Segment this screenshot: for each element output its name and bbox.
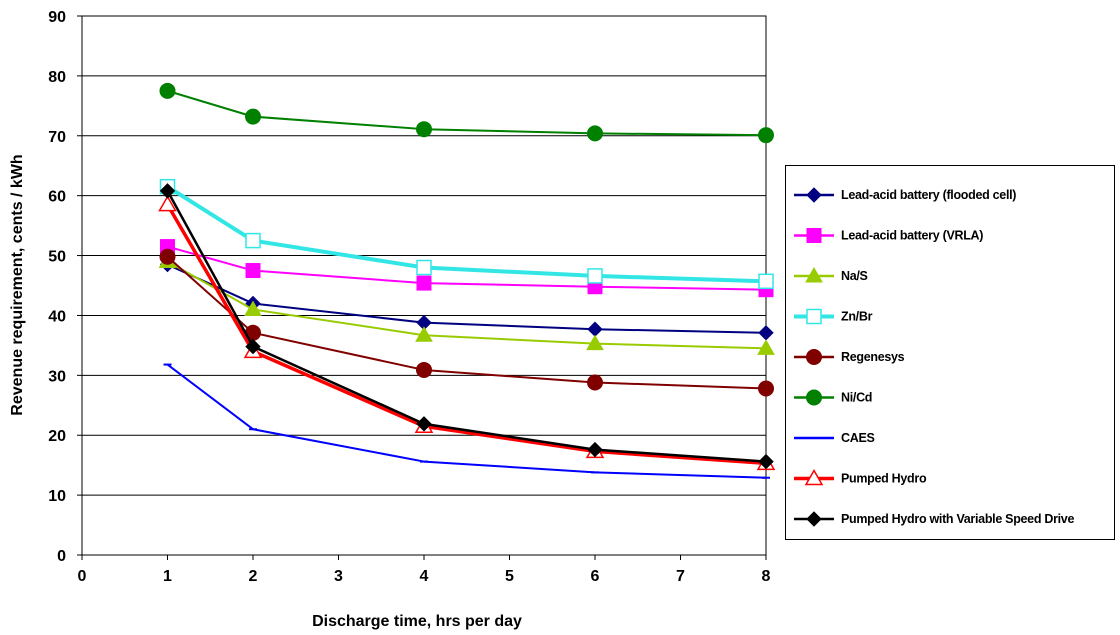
y-tick-label: 90 [48,9,66,26]
data-point [416,275,432,291]
series-line [166,363,767,479]
legend-label: Zn/Br [841,310,873,324]
x-tick-label: 5 [505,568,514,585]
series-3 [159,178,774,290]
legend-marker [804,468,824,486]
data-point [587,374,603,391]
y-tick-label: 0 [57,548,66,565]
x-tick-label: 3 [334,568,343,585]
series-6 [163,363,770,479]
legend-marker [806,349,822,365]
legend-entry: Na/S [794,266,868,283]
legend-label: Ni/Cd [841,391,872,405]
y-tick-label: 60 [48,189,66,206]
data-point [758,380,774,397]
x-tick-label: 8 [762,568,771,585]
series-5 [159,82,774,144]
legend-label: Pumped Hydro with Variable Speed Drive [841,512,1074,526]
data-point [244,300,262,316]
data-point [587,321,603,337]
legend-label: Pumped Hydro [841,472,927,486]
x-axis-label: Discharge time, hrs per day [312,613,522,630]
series-4 [159,248,774,397]
data-point [245,232,261,249]
data-point [416,121,432,138]
legend: Lead-acid battery (flooded cell) Lead-aci… [785,165,1115,540]
legend-entry: Lead-acid battery (flooded cell) [794,187,1017,203]
x-tick-label: 4 [420,568,429,585]
y-tick-label: 40 [48,308,66,325]
legend-label: Na/S [841,269,868,283]
data-point [159,183,176,199]
data-point [758,453,774,470]
y-tick-label: 70 [48,129,66,146]
legend-marker [806,511,822,527]
legend-entry: Zn/Br [794,308,873,325]
data-point [416,259,432,276]
data-point [245,263,261,279]
legend-marker [806,228,822,243]
data-point [758,325,774,341]
y-tick-label: 80 [48,69,66,86]
data-point [416,361,432,378]
legend-label: Lead-acid battery (flooded cell) [841,188,1016,202]
legend-marker [806,308,822,325]
legend-label: Regenesys [841,350,905,364]
series-8 [159,183,774,470]
legend-marker [806,389,822,406]
legend-label: CAES [841,431,875,445]
data-point [758,273,774,290]
legend-entry: Pumped Hydro [794,468,927,486]
data-point [245,108,261,125]
y-axis-label: Revenue requirement, cents / kWh [9,154,26,415]
data-point [245,338,261,355]
data-point [586,334,604,351]
x-tick-label: 2 [249,568,258,585]
x-tick-label: 6 [591,568,600,585]
y-tick-label: 30 [48,368,66,385]
y-tick-label: 50 [48,249,66,266]
data-point [415,326,433,342]
legend-label: Lead-acid battery (VRLA) [841,229,983,243]
x-tick-label: 0 [78,568,87,585]
y-tick-label: 20 [48,428,66,445]
data-point [587,268,603,284]
data-point [587,441,603,458]
legend-marker [806,187,822,203]
data-point [757,339,775,355]
data-point [159,82,176,99]
series-layer [158,82,776,479]
legend-entry: Lead-acid battery (VRLA) [794,228,984,243]
legend-entry: Pumped Hydro with Variable Speed Drive [794,511,1075,527]
data-point [758,127,774,144]
x-tick-label: 1 [163,568,172,585]
x-tick-label: 7 [676,568,685,585]
data-point [416,416,432,432]
y-tick-label: 10 [48,488,66,505]
legend-entry: CAES [794,431,875,445]
legend-entry: Ni/Cd [794,389,872,406]
data-point [158,195,177,212]
data-point [587,125,603,142]
data-point [159,248,176,265]
axis-ticks: 0 10 20 30 40 50 60 70 80 90 0 1 2 3 4 5 6 7 8 [48,9,770,585]
legend-marker [805,266,823,283]
legend-entries: Lead-acid battery (flooded cell) Lead-aci… [794,187,1075,527]
legend-entry: Regenesys [794,349,905,365]
